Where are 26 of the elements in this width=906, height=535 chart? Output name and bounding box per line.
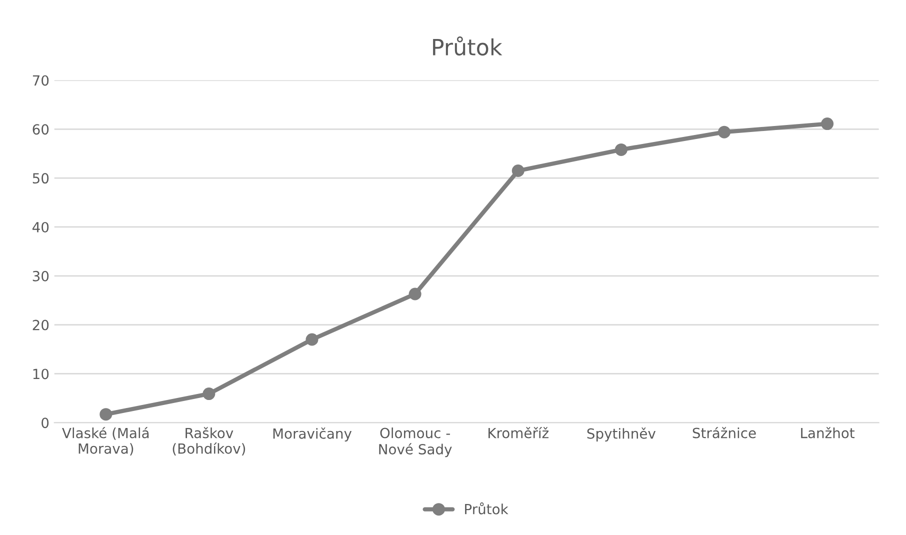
y-tick-label: 20	[32, 320, 49, 330]
x-tick-label: Strážnice	[692, 426, 756, 438]
x-tick-label: Raškov (Bohdíkov)	[172, 426, 246, 456]
x-tick-label: Olomouc - Nové Sady	[379, 428, 452, 458]
chart-title: Průtok	[433, 36, 502, 56]
y-tick-label: 0	[42, 418, 49, 428]
y-tick-label: 50	[32, 173, 49, 184]
x-tick-label: Vlaské (Malá Morava)	[62, 426, 149, 456]
x-tick-label: Kroměříž	[488, 426, 548, 438]
point	[408, 288, 422, 300]
point	[512, 164, 524, 177]
point	[202, 388, 216, 400]
x-tick-label: Spytihněv	[587, 428, 656, 442]
x-tick-label: Moravičany	[273, 428, 352, 442]
point	[614, 143, 628, 156]
y-tick-label: 30	[32, 270, 49, 282]
point	[306, 333, 318, 346]
y-tick-label: 70	[32, 75, 49, 86]
legend-label: Průtok	[465, 502, 508, 514]
point	[718, 126, 730, 138]
x-tick-label: Lanžhot	[801, 426, 855, 438]
point	[821, 118, 834, 130]
y-tick-label: 60	[32, 124, 49, 135]
point	[100, 408, 112, 421]
y-tick-label: 40	[32, 222, 49, 232]
y-tick-label: 10	[33, 368, 49, 380]
